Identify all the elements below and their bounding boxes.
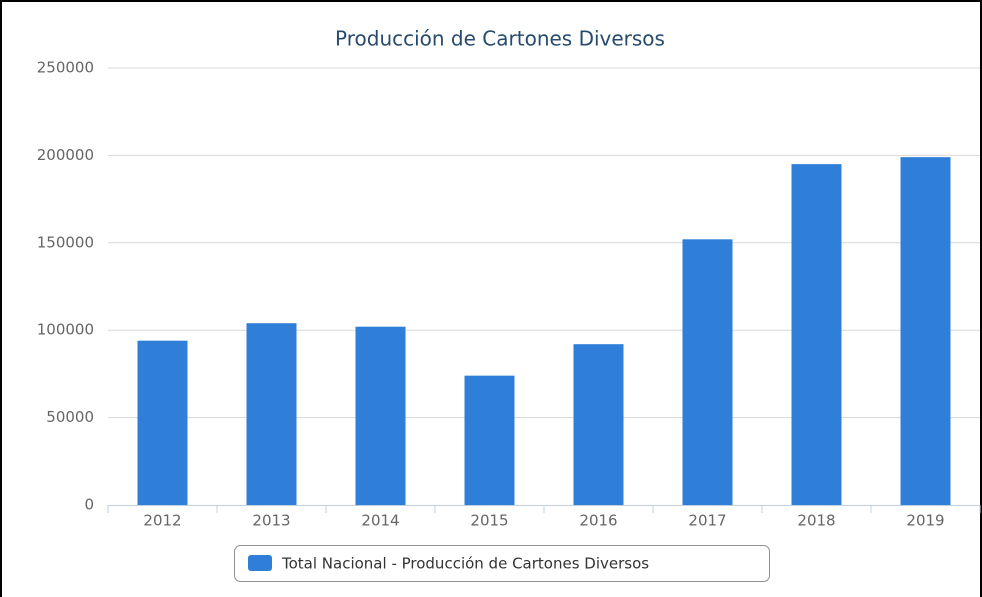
bar [682,239,733,505]
bar [573,344,624,505]
bar [900,157,951,505]
x-tick-label: 2018 [797,512,835,530]
y-tick-label: 100000 [37,321,94,339]
bar [355,326,406,505]
x-tick-label: 2012 [143,512,181,530]
y-tick-label: 150000 [37,233,94,251]
x-tick-label: 2019 [906,512,944,530]
chart-title: Producción de Cartones Diversos [335,27,665,51]
legend-swatch [248,555,272,571]
x-tick-label: 2013 [252,512,290,530]
y-tick-label: 200000 [37,146,94,164]
legend-label: Total Nacional - Producción de Cartones … [281,555,649,573]
bar [791,164,842,505]
bar [246,323,297,505]
bar [137,340,188,505]
x-tick-label: 2014 [361,512,399,530]
y-tick-label: 0 [84,496,94,514]
bar [464,375,515,505]
x-tick-label: 2017 [688,512,726,530]
x-tick-label: 2016 [579,512,617,530]
y-tick-label: 50000 [46,408,94,426]
x-tick-label: 2015 [470,512,508,530]
y-tick-label: 250000 [37,59,94,77]
legend-box [234,545,770,582]
